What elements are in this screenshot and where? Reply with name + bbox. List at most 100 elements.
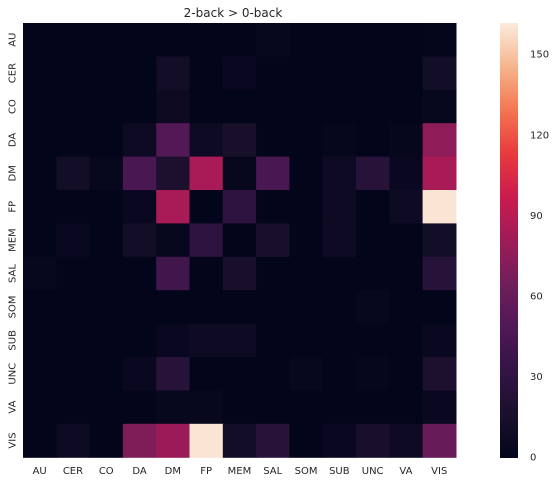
heatmap-cell-CO-DA [122,89,157,124]
heatmap-cell-SOM-FP [189,290,224,325]
heatmap-cell-SUB-MEM [222,323,257,358]
heatmap-cell-UNC-AU [23,357,57,391]
heatmap-cell-DM-CER [56,156,91,191]
heatmap-cell-SAL-CER [56,256,91,291]
heatmap-cell-SUB-SOM [289,323,324,358]
heatmap-cell-UNC-CER [56,357,91,391]
heatmap-cell-DA-FP [189,123,224,158]
heatmap-cell-VA-DM [156,390,191,425]
heatmap-cell-DA-VA [389,123,424,158]
heatmap-cell-CO-CER [56,89,91,124]
heatmap-cell-CER-SUB [322,56,357,91]
heatmap-cell-CER-FP [189,56,224,91]
heatmap-cell-CER-UNC [356,56,390,91]
x-tick-label: SUB [329,466,350,477]
heatmap-cell-SAL-SUB [322,256,357,291]
heatmap-cell-VIS-CO [89,423,124,458]
colorbar-tick-label: 90 [530,211,543,222]
colorbar-tick-label: 0 [530,453,536,464]
heatmap-cell-MEM-DA [122,223,157,258]
heatmap-cell-SOM-VA [389,290,424,325]
heatmap-cell-MEM-SOM [289,223,324,258]
heatmap-cell-UNC-SUB [322,357,357,391]
heatmap-cell-CO-DM [156,89,191,124]
heatmap-cell-SOM-MEM [222,290,257,325]
heatmap-cell-SUB-CO [89,323,124,358]
heatmap-cell-VA-CO [89,390,124,425]
heatmap-cell-SAL-VA [389,256,424,291]
heatmap-cell-VIS-SAL [256,423,290,458]
heatmap-cells [23,23,457,458]
heatmap-cell-VIS-SUB [322,423,357,458]
heatmap-cell-MEM-CO [89,223,124,258]
y-tick-labels: AU CER CO DA DM FP MEM SAL SOM SUB UNC VA VIS [8,33,19,449]
heatmap-cell-DM-DA [122,156,157,191]
heatmap-cell-CER-SOM [289,56,324,91]
heatmap-cell-MEM-VIS [422,223,457,258]
heatmap-cell-SUB-SAL [256,323,290,358]
heatmap-cell-DA-SAL [256,123,290,158]
heatmap-cell-UNC-VIS [422,357,457,391]
colorbar-tick-label: 30 [530,372,543,383]
chart-title: 2-back > 0-back [184,6,283,20]
heatmap-cell-VIS-VA [389,423,424,458]
heatmap-cell-DM-UNC [356,156,390,191]
heatmap-cell-AU-AU [23,23,57,57]
heatmap-cell-AU-CO [89,23,124,57]
heatmap-cell-VA-SOM [289,390,324,425]
heatmap-cell-DM-FP [189,156,224,191]
x-tick-label: FP [200,466,212,477]
heatmap-cell-DA-SUB [322,123,357,158]
heatmap-cell-VA-VIS [422,390,457,425]
heatmap-cell-SUB-VA [389,323,424,358]
heatmap-cell-VA-MEM [222,390,257,425]
heatmap-cell-UNC-MEM [222,357,257,391]
heatmap-cell-AU-SOM [289,23,324,57]
heatmap-cell-VIS-AU [23,423,57,458]
heatmap-cell-CER-VIS [422,56,457,91]
heatmap-cell-AU-FP [189,23,224,57]
heatmap-cell-SUB-CER [56,323,91,358]
heatmap-cell-SUB-AU [23,323,57,358]
heatmap-cell-DM-VIS [422,156,457,191]
heatmap-cell-AU-DA [122,23,157,57]
x-tick-label: AU [33,466,47,477]
heatmap-cell-SOM-SUB [322,290,357,325]
heatmap-cell-DA-DA [122,123,157,158]
heatmap-cell-SAL-CO [89,256,124,291]
x-tick-label: SOM [295,466,318,477]
heatmap-cell-DM-CO [89,156,124,191]
heatmap-cell-FP-SOM [289,190,324,224]
heatmap-cell-CO-AU [23,89,57,124]
heatmap-cell-MEM-UNC [356,223,390,258]
heatmap-cell-CO-SAL [256,89,290,124]
colorbar-tick-labels: 0 30 60 90 120 150 [530,50,549,464]
heatmap-cell-UNC-CO [89,357,124,391]
heatmap-cell-UNC-DM [156,357,191,391]
heatmap-cell-FP-VIS [422,190,457,224]
heatmap-cell-VIS-CER [56,423,91,458]
heatmap-cell-MEM-DM [156,223,191,258]
y-tick-label: AU [8,33,19,47]
heatmap-cell-MEM-FP [189,223,224,258]
heatmap-cell-SOM-DA [122,290,157,325]
heatmap-cell-VIS-UNC [356,423,390,458]
x-tick-label: UNC [362,466,384,477]
y-tick-label: UNC [8,363,19,385]
heatmap-cell-UNC-FP [189,357,224,391]
heatmap-cell-SAL-UNC [356,256,390,291]
heatmap-cell-AU-VIS [422,23,457,57]
heatmap-cell-VA-DA [122,390,157,425]
heatmap-cell-AU-UNC [356,23,390,57]
heatmap-cell-MEM-AU [23,223,57,258]
heatmap-cell-SOM-SOM [289,290,324,325]
heatmap-cell-DM-SAL [256,156,290,191]
heatmap-cell-DM-SUB [322,156,357,191]
heatmap-cell-MEM-MEM [222,223,257,258]
heatmap-cell-UNC-DA [122,357,157,391]
y-tick-label: DA [8,133,19,148]
y-tick-label: FP [8,201,19,213]
heatmap-cell-CER-MEM [222,56,257,91]
